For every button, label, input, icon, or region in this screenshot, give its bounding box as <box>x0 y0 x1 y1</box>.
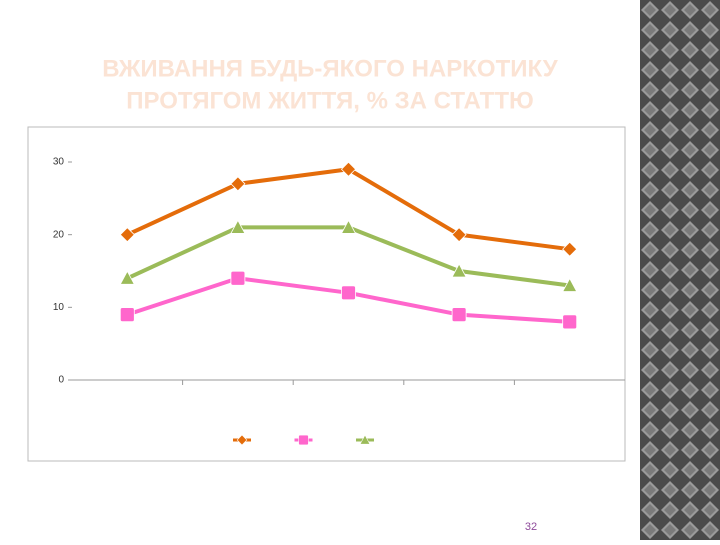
slide-title-line: ВЖИВАННЯ БУДЬ-ЯКОГО НАРКОТИКУ <box>102 55 558 82</box>
y-tick-label: 30 <box>53 157 65 168</box>
data-point <box>340 219 357 234</box>
legend-marker <box>298 434 309 446</box>
data-point <box>340 161 357 177</box>
y-tick-label: 20 <box>53 229 65 240</box>
data-point <box>451 263 467 278</box>
data-point <box>562 314 578 330</box>
data-point <box>451 307 467 323</box>
data-point <box>451 227 467 243</box>
side-pattern <box>640 0 720 540</box>
chart-frame <box>27 126 626 462</box>
page-number: 32 <box>525 521 537 533</box>
data-point <box>562 277 578 292</box>
slide-title-line: ПРОТЯГОМ ЖИТТЯ, % ЗА СТАТТЮ <box>126 87 533 114</box>
data-point <box>119 270 135 285</box>
data-point <box>562 241 578 257</box>
data-point <box>230 270 246 286</box>
data-point <box>341 285 356 301</box>
legend-marker <box>359 434 371 445</box>
legend-marker <box>236 434 248 446</box>
data-point <box>119 227 135 243</box>
data-point <box>119 307 135 323</box>
y-tick-label: 10 <box>53 302 65 313</box>
data-point <box>230 219 246 234</box>
y-tick-label: 0 <box>58 375 64 386</box>
data-point <box>230 176 246 192</box>
chart: 0 10 20 30 <box>53 157 625 446</box>
